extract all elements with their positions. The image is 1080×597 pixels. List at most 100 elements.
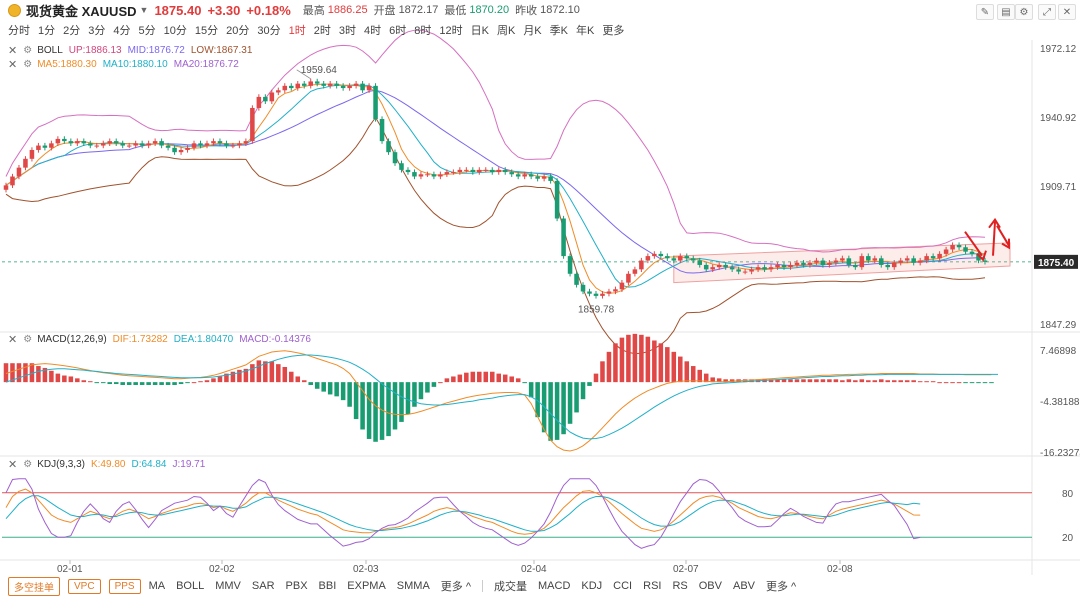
- price-tick-label: 1909.71: [1040, 182, 1077, 193]
- macd-bar: [23, 363, 28, 383]
- sub-indicator-option[interactable]: CCI: [613, 580, 633, 592]
- macd-bar: [859, 379, 865, 383]
- candle-body: [483, 169, 489, 171]
- period-tab[interactable]: 2时: [313, 25, 331, 37]
- close-icon[interactable]: ✕: [8, 334, 18, 346]
- boll-lower-line: [5, 116, 986, 355]
- period-tab[interactable]: 3时: [338, 25, 356, 37]
- period-tab[interactable]: 2分: [63, 25, 81, 37]
- macd-bar: [801, 379, 806, 383]
- candle-body: [600, 293, 605, 296]
- sub-indicator-option[interactable]: OBV: [698, 580, 722, 592]
- macd-bar: [768, 379, 774, 383]
- candle-body: [580, 284, 586, 292]
- period-tab[interactable]: 5分: [138, 25, 156, 37]
- candle-body: [81, 141, 87, 144]
- macd-bar: [632, 333, 638, 383]
- period-tab[interactable]: 季K: [549, 25, 568, 37]
- period-tab[interactable]: 6时: [389, 25, 407, 37]
- period-tab[interactable]: 更多: [602, 25, 625, 37]
- candle-body: [866, 256, 871, 261]
- main-indicator-option[interactable]: SAR: [251, 580, 275, 592]
- gear-icon[interactable]: ⚙: [23, 459, 33, 470]
- settings-icon[interactable]: ⚙: [1015, 4, 1033, 20]
- period-tab[interactable]: 1分: [38, 25, 56, 37]
- period-tab[interactable]: 20分: [226, 25, 250, 37]
- tool-pill[interactable]: PPS: [108, 578, 141, 594]
- tool-pill[interactable]: 多空挂单: [8, 576, 60, 596]
- close-icon[interactable]: ✕: [8, 459, 18, 471]
- candle-body: [904, 258, 910, 261]
- period-tab[interactable]: 1时: [288, 25, 306, 37]
- tool-pill[interactable]: VPC: [68, 578, 101, 594]
- close-icon[interactable]: ✕: [1058, 4, 1076, 20]
- macd-bar: [587, 382, 592, 386]
- candle-body: [710, 267, 715, 270]
- main-indicator-option[interactable]: 更多 ^: [440, 581, 471, 593]
- main-indicator-option[interactable]: BBI: [318, 580, 337, 592]
- high-annotation: 1959.64: [301, 65, 338, 76]
- sub-indicator-option[interactable]: RS: [672, 580, 688, 592]
- period-tab[interactable]: 30分: [257, 25, 281, 37]
- period-tab[interactable]: 8时: [414, 25, 432, 37]
- sub-indicator-option[interactable]: MACD: [538, 580, 571, 592]
- expand-icon[interactable]: ⤢: [1038, 4, 1056, 20]
- sub-indicator-option[interactable]: 成交量: [494, 581, 527, 593]
- main-indicator-option[interactable]: EXPMA: [347, 580, 386, 592]
- period-tab[interactable]: 月K: [523, 25, 542, 37]
- macd-bar: [62, 375, 67, 383]
- period-tab[interactable]: 3分: [88, 25, 106, 37]
- macd-tick-label: -4.38188: [1040, 397, 1080, 408]
- macd-bar: [425, 382, 430, 393]
- ma-legend: ✕ ⚙ MA5:1880.30 MA10:1880.10 MA20:1876.7…: [8, 59, 239, 71]
- sub-indicator-option[interactable]: 更多 ^: [766, 581, 797, 593]
- draw-tool-icon[interactable]: ✎: [976, 4, 994, 20]
- main-indicator-option[interactable]: PBX: [285, 580, 308, 592]
- gold-coin-icon: [8, 3, 21, 17]
- candle-body: [29, 149, 35, 159]
- macd-bar: [814, 379, 819, 383]
- period-tab[interactable]: 15分: [194, 25, 219, 37]
- period-tab[interactable]: 年K: [576, 25, 595, 37]
- macd-bar: [489, 371, 495, 383]
- open-value: 1872.17: [398, 4, 439, 16]
- sub-indicator-option[interactable]: ABV: [732, 580, 755, 592]
- macd-bar: [606, 351, 612, 383]
- main-indicator-option[interactable]: SMMA: [396, 580, 430, 592]
- period-tab[interactable]: 4时: [364, 25, 382, 37]
- close-icon[interactable]: ✕: [8, 45, 18, 57]
- period-tab[interactable]: 4分: [113, 25, 131, 37]
- candle-body: [736, 269, 741, 272]
- macd-bar: [399, 382, 404, 422]
- gear-icon[interactable]: ⚙: [23, 59, 33, 70]
- symbol-name[interactable]: 现货黄金 XAUUSD: [26, 3, 137, 19]
- period-tab[interactable]: 10分: [163, 25, 187, 37]
- close-icon[interactable]: ✕: [8, 59, 18, 71]
- period-tab[interactable]: 周K: [496, 25, 516, 37]
- main-indicator-option[interactable]: MMV: [215, 580, 241, 592]
- chart-type-icon[interactable]: ▤: [997, 4, 1015, 20]
- date-label: 02-07: [673, 564, 699, 575]
- candle-body: [917, 260, 923, 263]
- period-tab[interactable]: 12时: [439, 25, 463, 37]
- macd-bar: [989, 382, 994, 384]
- candle-body: [937, 253, 942, 259]
- sub-indicator-option[interactable]: KDJ: [581, 580, 603, 592]
- candle-body: [444, 172, 450, 175]
- period-tab[interactable]: 日K: [470, 25, 489, 37]
- macd-bar: [807, 379, 813, 383]
- macd-bar: [645, 336, 651, 383]
- period-tab[interactable]: 分时: [8, 25, 30, 37]
- main-indicator-option[interactable]: MA: [148, 580, 166, 592]
- candle-body: [126, 145, 132, 147]
- candle-body: [185, 147, 190, 150]
- gear-icon[interactable]: ⚙: [23, 334, 33, 345]
- macd-bar: [969, 382, 975, 384]
- gear-icon[interactable]: ⚙: [23, 45, 33, 56]
- chevron-down-icon[interactable]: ▼: [139, 5, 149, 15]
- candle-body: [749, 269, 754, 272]
- sub-indicator-option[interactable]: RSI: [643, 580, 662, 592]
- macd-bar: [321, 382, 326, 392]
- main-indicator-option[interactable]: BOLL: [176, 580, 205, 592]
